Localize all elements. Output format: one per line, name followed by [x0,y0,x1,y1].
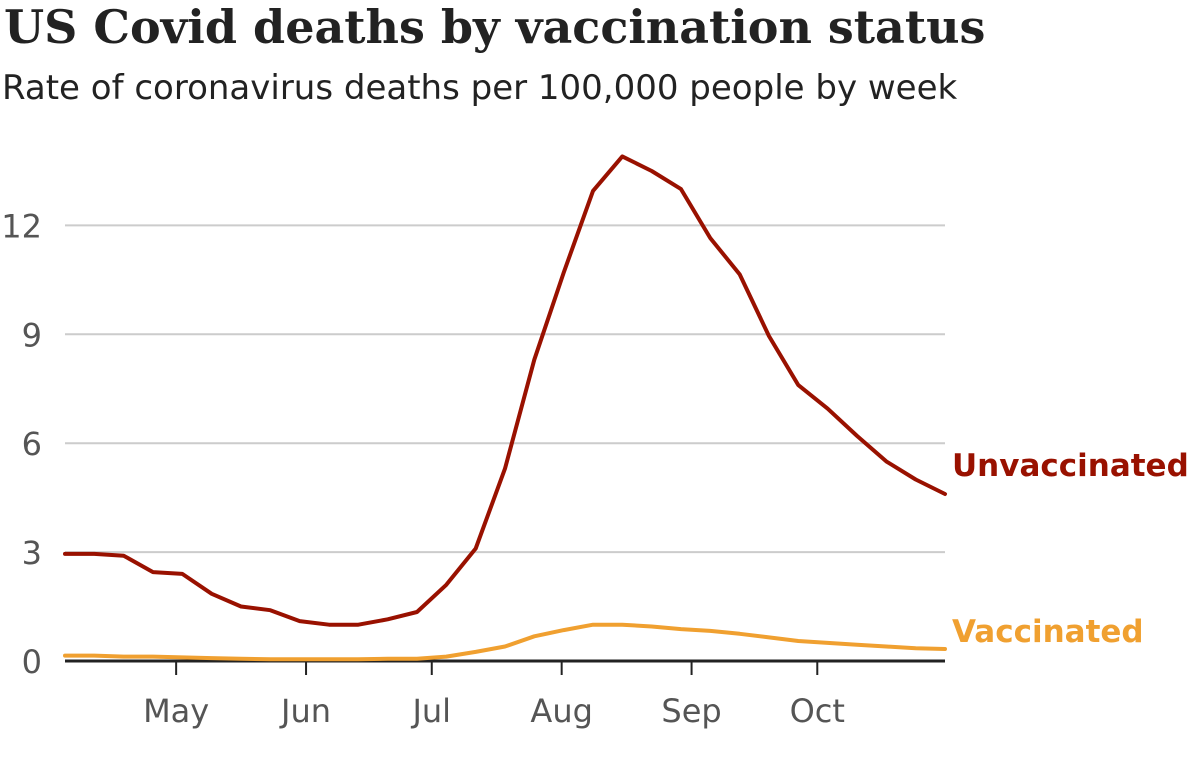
y-axis-ticks: 0 3 6 9 12 [1,207,42,681]
y-tick-label: 0 [22,643,42,681]
x-tick-label: Jul [410,692,451,730]
series-lines [63,154,947,662]
y-tick-label: 3 [22,534,42,572]
series-line-unvaccinated [63,154,947,627]
x-tick-label: Jun [279,692,331,730]
chart-subtitle: Rate of coronavirus deaths per 100,000 p… [2,68,958,108]
x-tick-label: Sep [661,692,721,730]
x-tick-label: May [143,692,209,730]
series-label-unvaccinated: Unvaccinated [952,448,1189,484]
x-tick-label: Oct [790,692,845,730]
series-labels: Unvaccinated Vaccinated [952,448,1189,650]
x-axis-ticks: May Jun Jul Aug Sep Oct [143,661,845,730]
series-line-vaccinated [63,622,947,662]
x-tick-label: Aug [530,692,592,730]
chart-title: US Covid deaths by vaccination status [4,0,986,54]
y-tick-label: 6 [22,425,42,463]
gridlines [65,224,945,663]
y-tick-label: 9 [22,316,42,354]
y-tick-label: 12 [1,207,42,245]
series-label-vaccinated: Vaccinated [952,614,1144,650]
